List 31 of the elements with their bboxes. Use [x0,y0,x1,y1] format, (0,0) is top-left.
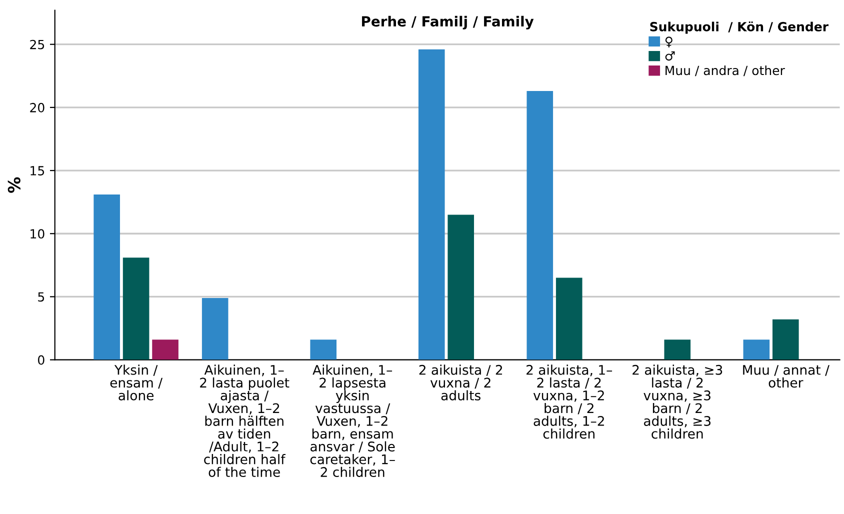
chart-title: Perhe / Familj / Family [362,16,534,30]
category-label: Aikuinen, 1– 2 lapsesta yksin vastuussa / Vuxen, 1–2 barn, ensam ansvar / Sole caretaker, 1– 2 children [310,364,395,478]
x-tick-label: 2 aikuista / 2 vuxna / 2 adults [419,364,502,400]
bar [122,258,150,360]
y-tick-label: 15 [30,166,44,176]
y-axis-title: % [8,177,20,193]
legend-label: ♂ [665,51,675,61]
x-tick-label: 2 aikuista, 1– 2 lasta / 2 vuxna, 1–2 barn / 2 adults, 1–2 children [526,364,612,439]
x-tick-label: Muu / annat / other [743,365,830,388]
bar [94,194,120,360]
bar [664,340,691,360]
bar [772,319,799,360]
legend-label: Muu / andra / other [666,66,785,76]
x-tick-label: Yksin / ensam / alone [110,364,163,400]
bar [418,49,445,360]
bar [152,340,178,360]
bar [526,91,554,360]
category-label: Aikuinen, 1– 2 lasta puolet ajasta / Vuxen, 1–2 barn hälften av tiden /Adult, 1–2 children half of the time [200,364,290,478]
y-tick-label: 0 [38,355,44,365]
y-tick-label: 20 [30,102,44,112]
bar [202,298,228,360]
bar [310,340,337,360]
y-tick-label: 10 [30,229,44,239]
y-tick-label: 5 [38,292,44,302]
bar [448,214,474,360]
x-tick-label: 2 aikuista, ≥3 lasta / 2 vuxna, ≥3 barn / 2 adults, ≥3 children [632,364,722,439]
bar [743,340,770,360]
legend-label: ♀ [665,36,672,48]
bar [556,278,582,360]
y-tick-label: 25 [30,40,44,50]
legend-title: Sukupuoli / Kön / Gender [650,22,828,34]
